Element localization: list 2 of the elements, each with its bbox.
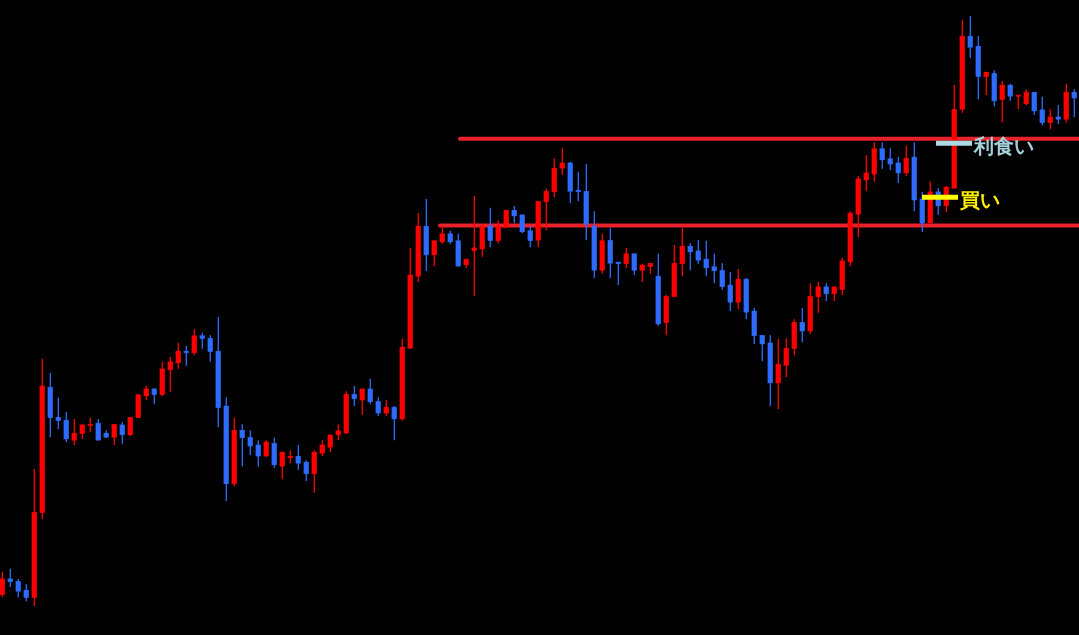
annotation: 買い: [960, 188, 1000, 213]
annotation: 利食い: [974, 134, 1034, 159]
